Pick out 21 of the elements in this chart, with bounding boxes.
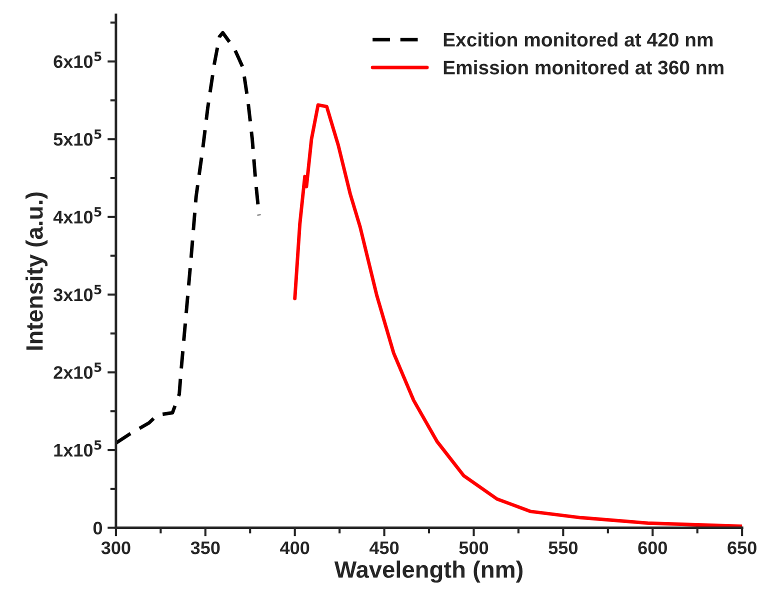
line-series xyxy=(293,103,742,528)
line-series xyxy=(116,30,261,445)
y-tick-label: 3x10$^{5}$ xyxy=(54,284,102,302)
y-tick-label: 4x10$^{5}$ xyxy=(53,207,102,224)
x-tick-label: 600 xyxy=(638,541,667,554)
x-tick-label: 450 xyxy=(370,541,399,554)
y-axis-title: Intensity (a.u.) xyxy=(26,192,48,350)
x-axis-title: Wavelength (nm) xyxy=(334,560,523,583)
x-tick-label: 650 xyxy=(728,541,756,554)
y-tick-label: 1x10$^{5}$ xyxy=(54,440,102,457)
x-tick-label: 500 xyxy=(459,541,488,554)
y-tick-label: 5x10$^{5}$ xyxy=(54,129,102,146)
y-tick-label: 6x10$^{5}$ xyxy=(54,52,102,68)
legend-label: Emission monitored at 360 nm xyxy=(444,60,724,74)
x-tick-label: 300 xyxy=(101,541,130,554)
y-tick-label: 2x10$^{5}$ xyxy=(54,362,102,379)
legend-label: Excition monitored at 420 nm xyxy=(444,32,713,47)
x-tick-label: 550 xyxy=(548,541,578,554)
x-tick-label: 350 xyxy=(190,541,220,554)
x-tick-label: 400 xyxy=(280,541,310,554)
y-tick-label: 0 xyxy=(93,522,102,534)
